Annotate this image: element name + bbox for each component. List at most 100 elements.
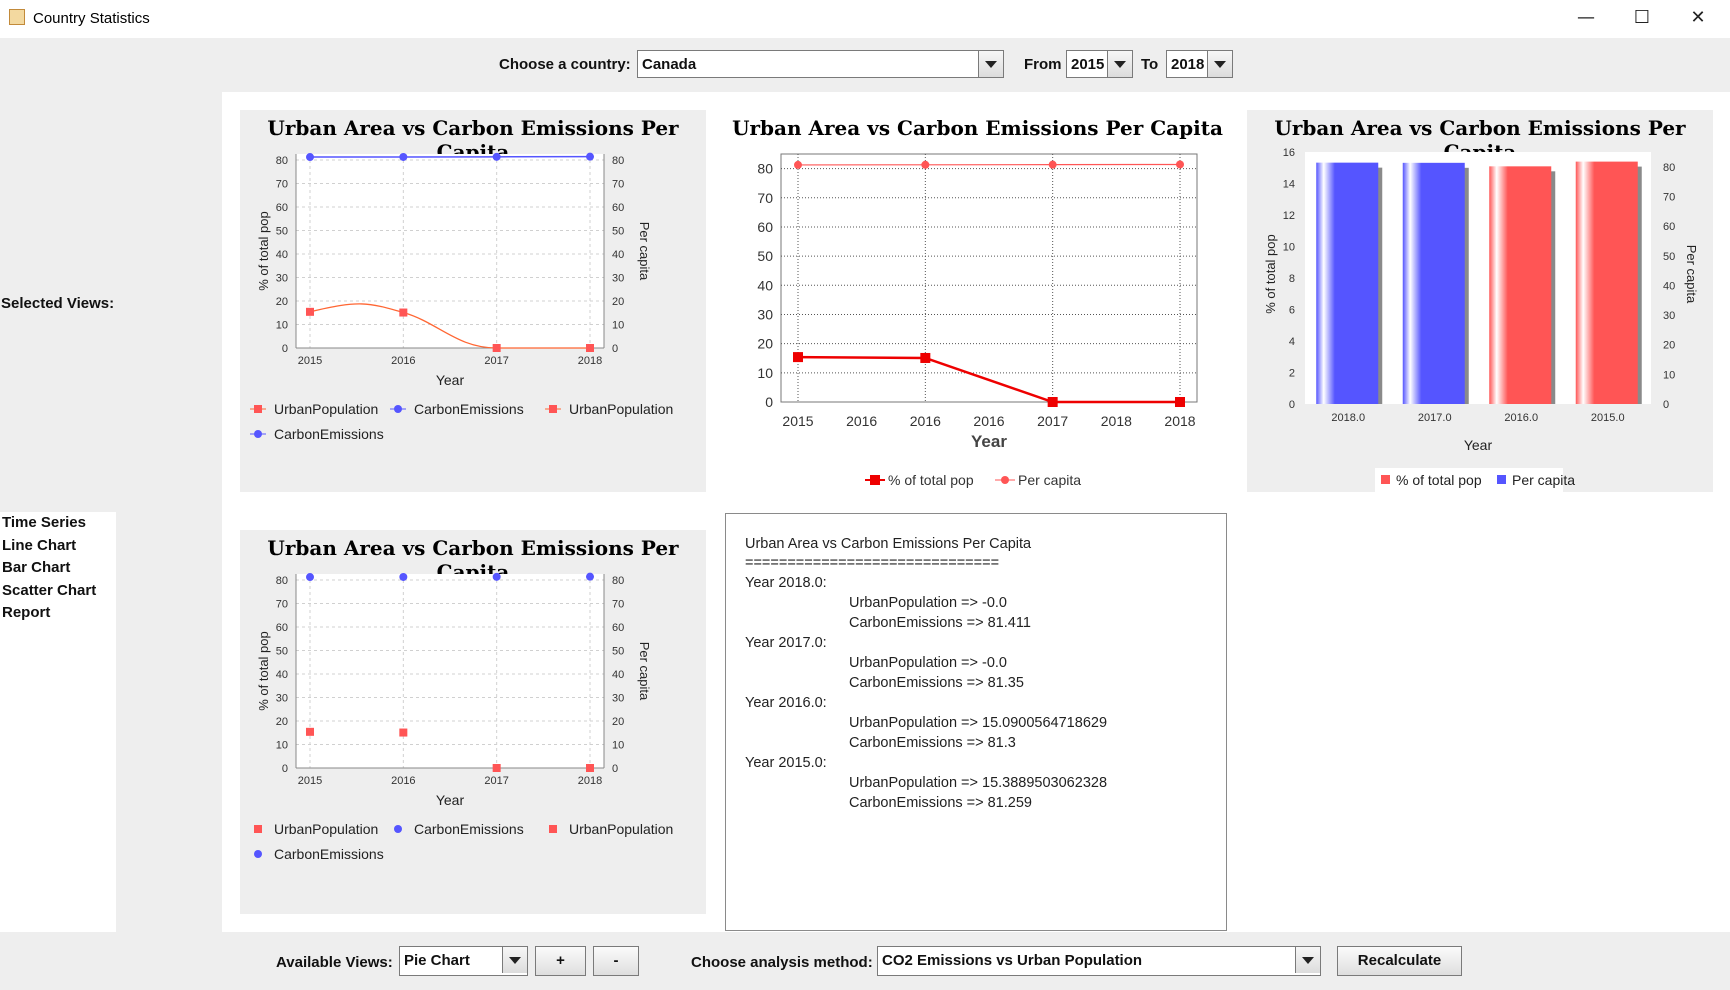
list-item[interactable]: Time Series	[2, 514, 86, 531]
x-tick-label: 2016	[391, 775, 415, 787]
maximize-icon[interactable]: ☐	[1633, 7, 1651, 28]
x-tick-label: 2018	[1101, 413, 1132, 429]
y-tick-label: 50	[276, 646, 288, 658]
legend-marker	[394, 405, 402, 413]
list-item[interactable]: Bar Chart	[2, 559, 71, 576]
pct-total-pop-point	[1047, 397, 1058, 407]
x-axis-label: Year	[436, 372, 465, 388]
bar-chart-plot: 0 2 4 6 8 10 12 14 16 0 10 20 30 40 50 60 70 80 2018.0 2017…	[1263, 147, 1699, 492]
urban-population-point	[306, 727, 314, 736]
x-tick-label: 2015	[782, 413, 813, 429]
recalculate-button[interactable]: Recalculate	[1337, 946, 1462, 976]
report-carbon: CarbonEmissions => 81.259	[849, 795, 1032, 811]
urban-population-point	[586, 344, 594, 352]
per-capita-point	[1048, 160, 1057, 169]
remove-view-button[interactable]: -	[593, 946, 639, 976]
time-series-plot: 0 10 20 30 40 50 60 70 80 0 10 20 30 40 50 60 70 80 2015 20…	[250, 152, 673, 442]
country-value: Canada	[642, 56, 697, 73]
per-capita-bar	[1402, 162, 1465, 404]
report-panel: Urban Area vs Carbon Emissions Per Capit…	[725, 513, 1227, 931]
y2-tick-label: 0	[1663, 399, 1669, 411]
pct-total-pop-point	[793, 352, 803, 363]
plot-area	[780, 153, 1198, 403]
carbon-emissions-point	[492, 572, 501, 581]
list-item[interactable]: Line Chart	[2, 536, 77, 554]
chevron-down-icon[interactable]	[1295, 947, 1320, 973]
pct-total-pop-point	[1175, 397, 1185, 407]
y2-tick-label: 10	[612, 740, 624, 752]
y2-tick-label: 60	[612, 202, 624, 214]
selected-views-list[interactable]: Time Series Line Chart Bar Chart Scatter…	[0, 512, 116, 932]
report-title: Urban Area vs Carbon Emissions Per Capit…	[745, 536, 1032, 552]
legend-marker	[254, 850, 262, 858]
pct-total-pop-line	[797, 355, 1180, 404]
list-item[interactable]: Scatter Chart	[2, 581, 97, 599]
chevron-down-icon[interactable]	[502, 947, 527, 973]
y2-axis-label: Per capita	[637, 642, 652, 701]
carbon-emissions-point	[492, 152, 501, 161]
legend-marker	[870, 475, 880, 485]
report-urban: UrbanPopulation => 15.3889503062328	[849, 775, 1108, 791]
y2-tick-label: 80	[1663, 162, 1675, 174]
from-year-select[interactable]: 2015	[1066, 50, 1133, 78]
legend-label: UrbanPopulation	[569, 821, 673, 837]
y-tick-label: 70	[276, 599, 288, 611]
y2-tick-label: 70	[1663, 191, 1675, 203]
x-axis-label: Year	[1464, 437, 1493, 453]
urban-population-point	[492, 764, 501, 772]
close-icon[interactable]: ✕	[1690, 7, 1706, 28]
line-chart-plot: 0 10 20 30 40 50 60 70 80 2015 2016 2016 2016 2017 201…	[757, 153, 1198, 488]
per-capita-point	[921, 160, 930, 169]
y-tick-label: 70	[757, 190, 773, 206]
carbon-emissions-point	[306, 573, 314, 582]
y2-tick-label: 80	[612, 575, 624, 587]
y2-tick-label: 50	[612, 226, 624, 238]
from-year-value: 2015	[1071, 56, 1105, 73]
y-tick-label: 60	[276, 622, 288, 634]
available-views-label: Available Views:	[276, 954, 393, 971]
per-capita-point	[794, 160, 802, 169]
scatter-chart: Urban Area vs Carbon Emissions Per Capit…	[240, 530, 706, 914]
y-tick-label: 40	[757, 277, 773, 293]
legend-marker	[1497, 475, 1506, 484]
y2-tick-label: 30	[612, 273, 624, 285]
legend-label: CarbonEmissions	[274, 426, 384, 442]
minimize-icon[interactable]: —	[1577, 7, 1595, 28]
chevron-down-icon[interactable]	[1207, 51, 1232, 77]
analysis-method-value: CO2 Emissions vs Urban Population	[882, 952, 1143, 969]
y-tick-label: 80	[276, 155, 288, 167]
x-axis-label: Year	[436, 792, 465, 808]
legend-label: CarbonEmissions	[274, 846, 384, 862]
to-label: To	[1141, 56, 1159, 73]
report-year: Year 2017.0:	[745, 635, 827, 651]
chevron-down-icon[interactable]	[1107, 51, 1132, 77]
y2-tick-label: 60	[612, 622, 624, 634]
y2-axis-label: Per capita	[1684, 245, 1699, 304]
y2-tick-label: 60	[1663, 221, 1675, 233]
x-tick-label: 2018	[578, 355, 602, 367]
y-tick-label: 10	[757, 365, 773, 381]
y-tick-label: 30	[276, 693, 288, 705]
legend-marker	[254, 825, 262, 833]
y-tick-label: 60	[757, 219, 773, 235]
to-year-select[interactable]: 2018	[1166, 50, 1233, 78]
y-tick-label: 40	[276, 669, 288, 681]
add-view-button[interactable]: +	[535, 946, 586, 976]
x-tick-label: 2017	[484, 355, 508, 367]
y2-tick-label: 40	[612, 249, 624, 261]
urban-population-point	[399, 728, 408, 737]
x-tick-label: 2018.0	[1331, 412, 1365, 424]
scatter-chart-plot: 0 10 20 30 40 50 60 70 80 0 10 20 30 40 50 60 70 80 2015 20…	[254, 572, 673, 862]
report-year: Year 2016.0:	[745, 695, 827, 711]
y-axis-label: % of total pop	[1263, 234, 1278, 314]
list-item[interactable]: Report	[2, 604, 51, 621]
carbon-emissions-point	[586, 572, 594, 581]
chevron-down-icon[interactable]	[978, 51, 1003, 77]
y-tick-label: 0	[282, 763, 288, 775]
x-tick-label: 2015.0	[1591, 412, 1625, 424]
country-select[interactable]: Canada	[637, 50, 1004, 78]
available-views-select[interactable]: Pie Chart	[399, 946, 528, 976]
analysis-method-select[interactable]: CO2 Emissions vs Urban Population	[877, 946, 1321, 976]
x-tick-label: 2016	[910, 413, 941, 429]
x-tick-label: 2017	[484, 775, 508, 787]
